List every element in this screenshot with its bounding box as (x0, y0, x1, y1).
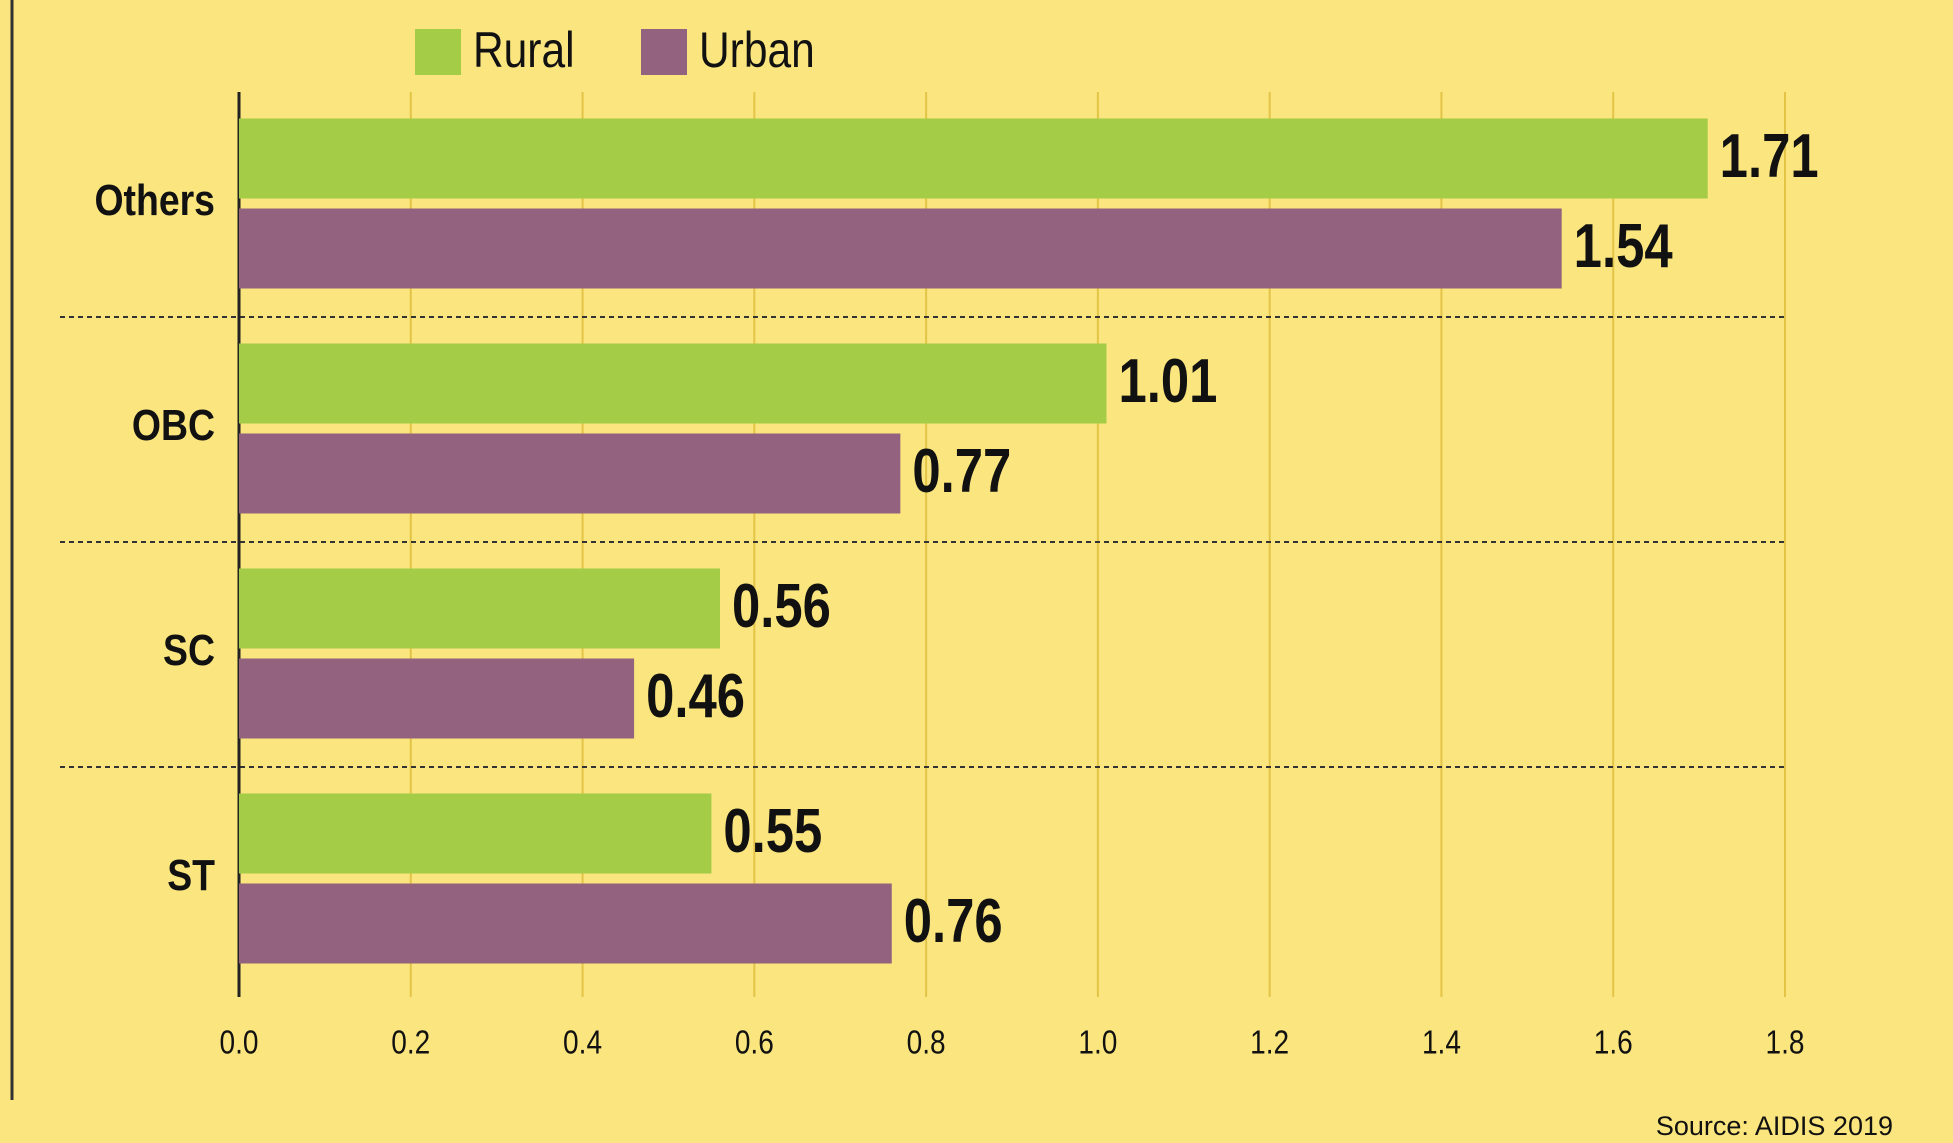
bar (239, 118, 1708, 199)
x-tick-label: 0.0 (220, 1025, 259, 1062)
legend-swatch (641, 29, 687, 75)
bar (239, 433, 901, 514)
bar (239, 658, 635, 739)
value-label: 0.46 (646, 662, 745, 731)
value-label: 1.54 (1574, 212, 1673, 281)
legend-label: Rural (473, 22, 575, 78)
x-tick-label: 0.4 (563, 1025, 602, 1062)
bar (239, 883, 892, 964)
value-label: 1.01 (1118, 347, 1217, 416)
bar (239, 793, 712, 874)
bar (239, 343, 1107, 424)
legend-label: Urban (699, 22, 815, 78)
category-label: ST (167, 850, 215, 900)
x-tick-label: 1.4 (1422, 1025, 1461, 1062)
x-tick-label: 1.8 (1766, 1025, 1805, 1062)
category-label: OBC (132, 400, 215, 450)
value-label: 0.56 (732, 572, 831, 641)
source: Source: AIDIS 2019 (1656, 1111, 1893, 1141)
value-label: 0.55 (723, 797, 822, 866)
value-label: 1.71 (1720, 122, 1819, 191)
legend-swatch (415, 29, 461, 75)
x-tick-label: 1.6 (1594, 1025, 1633, 1062)
bar (239, 208, 1562, 289)
x-tick-label: 0.8 (907, 1025, 946, 1062)
x-tick-label: 1.0 (1078, 1025, 1117, 1062)
bar (239, 568, 720, 649)
value-label: 0.76 (904, 887, 1003, 956)
x-tick-label: 0.2 (391, 1025, 430, 1062)
category-label: SC (163, 625, 215, 675)
category-label: Others (94, 175, 215, 225)
x-tick-label: 0.6 (735, 1025, 774, 1062)
x-tick-label: 1.2 (1250, 1025, 1289, 1062)
value-label: 0.77 (912, 437, 1011, 506)
